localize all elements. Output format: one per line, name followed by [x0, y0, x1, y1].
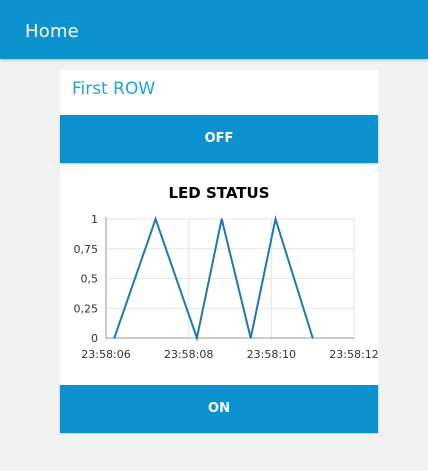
data-point [274, 218, 277, 220]
y-tick-label: 0,75 [74, 243, 99, 256]
y-tick-label: 0,25 [74, 302, 99, 315]
x-tick-label: 23:58:06 [81, 348, 130, 361]
data-point [249, 337, 252, 339]
off-button[interactable]: OFF [60, 115, 378, 163]
data-point [113, 337, 116, 339]
data-point [220, 218, 223, 220]
chart-svg: 0 0,25 0,5 0,75 1 23:58:06 23:58:08 23:58:10 23:… [74, 213, 379, 361]
led-status-chart: LED STATUS 0 0,25 0,5 0,75 1 23:58:06 23:58:08… [60, 174, 379, 380]
on-button[interactable]: ON [60, 385, 378, 433]
y-tick-label: 1 [91, 213, 98, 226]
y-tick-label: 0 [91, 332, 98, 345]
data-point [196, 337, 198, 339]
chart-title: LED STATUS [168, 184, 270, 202]
app-header: Home [0, 0, 428, 59]
y-tick-label: 0,5 [81, 273, 99, 286]
x-tick-label: 23:58:12 [329, 348, 378, 361]
page-title: Home [25, 21, 79, 42]
group-title: First ROW [72, 79, 156, 99]
x-tick-label: 23:58:10 [247, 348, 296, 361]
data-point [154, 218, 157, 220]
data-point [311, 337, 314, 339]
group-card: First ROW OFF LED STATUS 0 0,25 0,5 0,75 1 23… [60, 70, 378, 436]
x-tick-label: 23:58:08 [164, 348, 213, 361]
